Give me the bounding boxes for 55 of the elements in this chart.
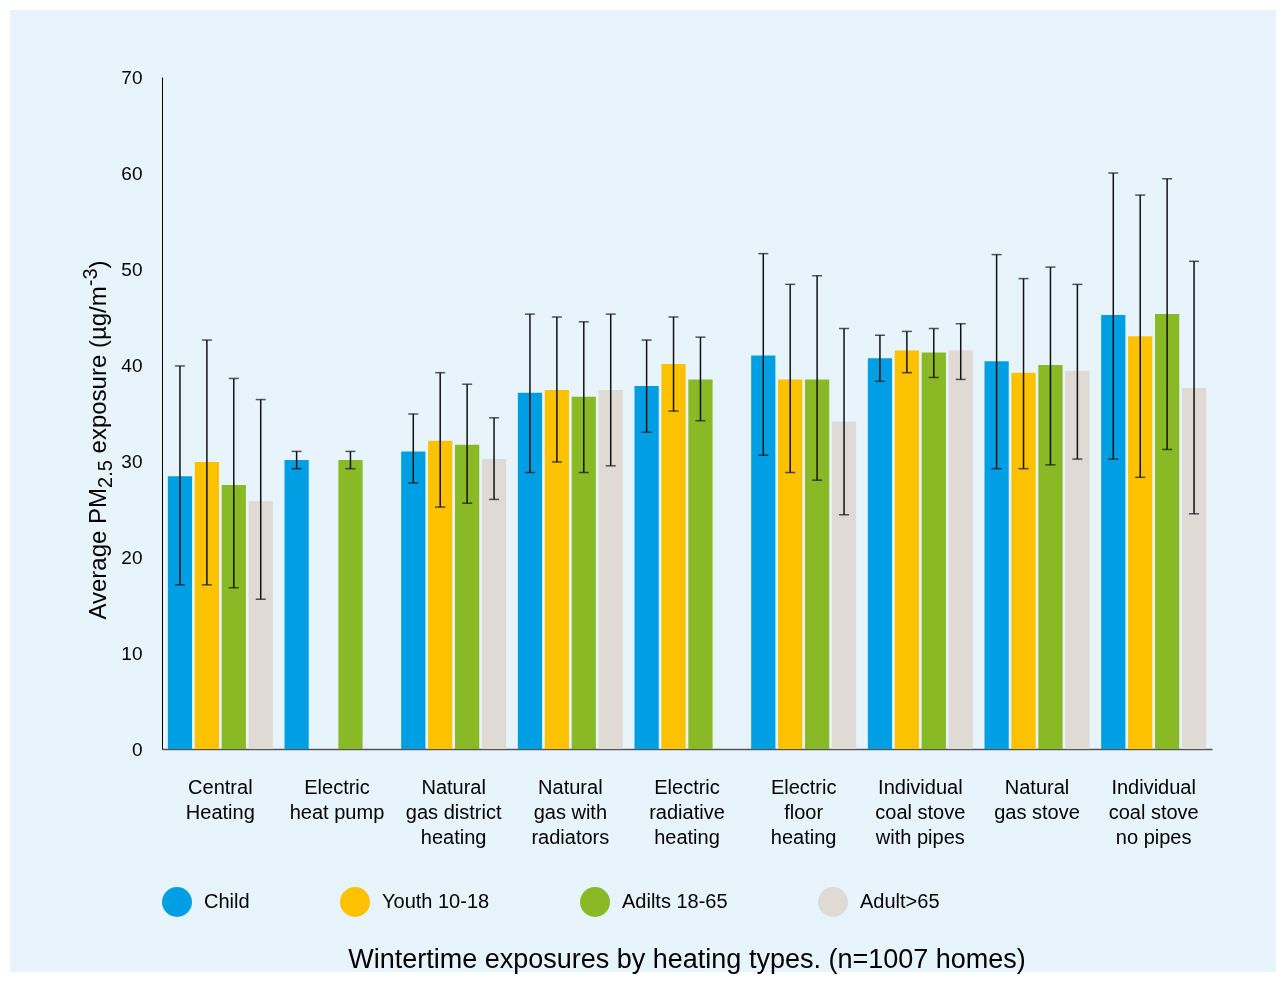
x-tick-label: Electric floor heating [770,775,837,848]
x-tick-label: Electric radiative heating [649,775,725,848]
bar [481,459,507,749]
x-tick-label: Central Heating [185,775,255,823]
bar [221,485,246,749]
y-tick-label: 40 [121,354,143,376]
bar [284,460,309,749]
bar [1038,365,1063,749]
bar [571,396,596,749]
bar [1101,315,1126,749]
bar [805,379,830,749]
y-tick-label: 50 [121,258,143,280]
bar [778,379,803,749]
x-tick-label: Natural gas district heating [405,775,502,848]
bar [1065,370,1090,749]
bar [1011,372,1036,749]
text: Wintertime exposures by heating types. (n=1007 homes) [348,944,1026,974]
bar [661,364,686,749]
y-tick-label: 60 [121,162,143,184]
bar [984,361,1009,749]
x-tick-label: Natural gas with radiators [531,775,610,848]
bar [1181,388,1207,749]
bar [1128,336,1153,749]
bar [455,444,480,749]
legend-label: Child [204,890,250,912]
legend-label: Adilts 18-65 [622,890,728,912]
bar [338,460,363,749]
bar [894,350,919,749]
bar [921,352,946,749]
bar [751,355,776,749]
bar [688,379,713,749]
bar [544,389,569,749]
bar [517,392,543,749]
x-tick-label: Natural gas stove [994,775,1080,823]
bar [598,389,623,749]
bar [248,501,273,749]
bar [401,451,426,749]
y-tick-label: 10 [121,642,143,664]
legend-label: Adult>65 [860,890,940,912]
bar [428,440,453,749]
y-tick-label: 30 [121,450,143,472]
x-tick-label: Individual coal stove no pipes [1108,775,1199,848]
bar [1155,314,1180,749]
bar [634,386,659,749]
bar [167,476,193,749]
bar [831,421,857,749]
x-tick-label: Electric heat pump [289,775,385,823]
y-tick-label: 70 [121,66,143,88]
x-tick-label: Individual coal stove with pipes [874,775,966,848]
y-tick-label: 0 [131,738,143,760]
y-tick-label: 20 [121,546,143,568]
legend-label: Youth 10-18 [382,890,490,912]
bar [194,461,219,749]
bar [867,358,893,749]
bar [948,350,973,749]
